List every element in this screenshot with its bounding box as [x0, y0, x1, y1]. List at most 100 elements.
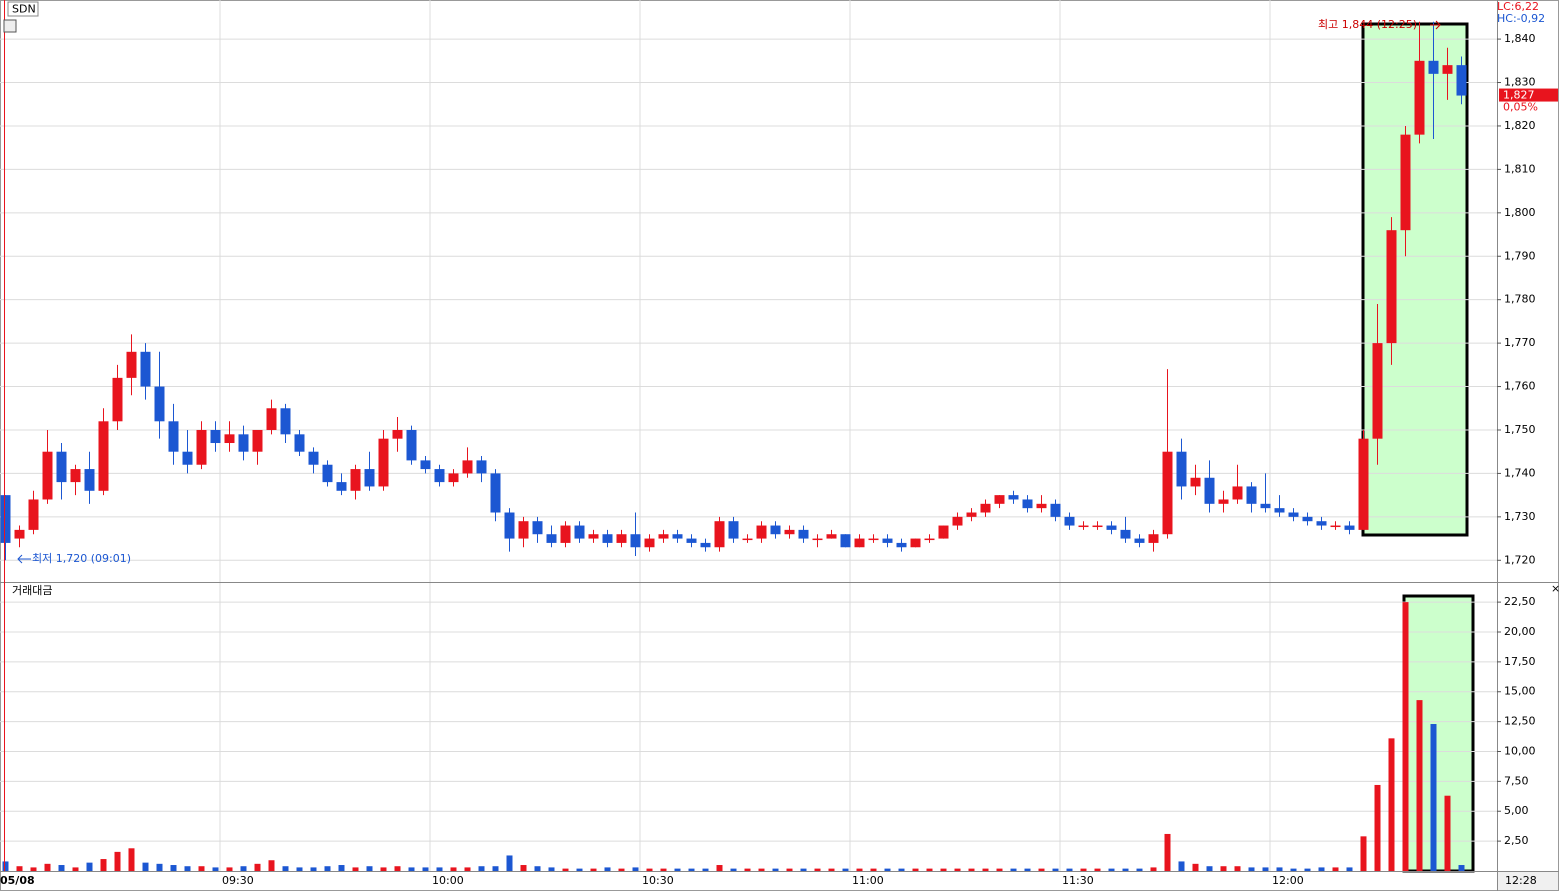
y-tick-label: 1,840	[1504, 32, 1536, 45]
candle-body	[532, 521, 543, 535]
volume-bar	[730, 868, 737, 871]
candle-body	[672, 534, 683, 539]
candle-body	[1316, 521, 1327, 526]
candle-body	[56, 451, 67, 483]
volume-bar	[184, 866, 191, 871]
volume-bar	[86, 862, 93, 871]
volume-bar	[1080, 868, 1087, 871]
symbol-box[interactable]	[7, 1, 39, 17]
candle-body	[434, 469, 445, 483]
volume-bar	[1332, 867, 1339, 871]
volume-bar	[982, 868, 989, 871]
volume-bar	[912, 868, 919, 871]
candle-body	[448, 473, 459, 483]
volume-bar	[1388, 738, 1395, 871]
volume-bar	[142, 862, 149, 871]
change-label: 0,05%	[1503, 101, 1538, 114]
volume-bar	[1220, 866, 1227, 871]
candle-body	[1190, 477, 1201, 487]
volume-bar	[1416, 700, 1423, 871]
volume-bar	[898, 868, 905, 871]
candle-body	[196, 429, 207, 465]
candle-body	[1148, 534, 1159, 543]
volume-bar	[1010, 868, 1017, 871]
candle-body	[1386, 230, 1397, 344]
candle-body	[42, 451, 53, 500]
candle-body	[1162, 451, 1173, 535]
low-annotation: 최저 1,720 (09:01)	[32, 552, 131, 565]
candle-body	[280, 408, 291, 435]
candle-body	[1414, 60, 1425, 135]
candle-body	[1358, 438, 1369, 530]
volume-bar	[1164, 833, 1171, 871]
candle-body	[70, 469, 81, 483]
volume-bar	[366, 866, 373, 871]
candle-body	[1134, 538, 1145, 543]
candle-body	[476, 460, 487, 474]
candle-body	[1106, 525, 1117, 530]
candle-body	[238, 434, 249, 452]
candle-body	[168, 421, 179, 452]
candle-body	[854, 538, 865, 548]
volume-bar	[996, 868, 1003, 871]
candle-body	[952, 516, 963, 526]
candle-body	[1274, 508, 1285, 513]
volume-bar	[296, 867, 303, 871]
volume-bar	[226, 867, 233, 871]
grid-icon[interactable]	[3, 19, 17, 33]
candle-body	[98, 421, 109, 491]
lc-label: LC:6,22	[1497, 0, 1539, 13]
volume-bar	[450, 867, 457, 871]
pane-title: 거래대금	[12, 584, 52, 597]
volume-bar	[44, 863, 51, 871]
candle-body	[742, 538, 753, 541]
last-price-box	[1499, 88, 1558, 102]
volume-bar	[408, 867, 415, 871]
y-tick-label: 5,00	[1504, 804, 1529, 817]
volume-bar	[100, 859, 107, 871]
candle-body	[252, 429, 263, 452]
y-tick-label: 7,50	[1504, 774, 1529, 787]
candle-body	[154, 386, 165, 422]
volume-bar	[590, 868, 597, 871]
candle-body	[308, 451, 319, 465]
volume-bar	[1290, 868, 1297, 871]
candle-body	[112, 377, 123, 422]
candle-body	[14, 529, 25, 539]
volume-bar	[1276, 867, 1283, 871]
y-tick-label: 1,720	[1504, 553, 1536, 566]
candle-body	[1232, 486, 1243, 500]
volume-bar	[1262, 867, 1269, 871]
candle-body	[686, 538, 697, 543]
candle-body	[798, 529, 809, 539]
y-tick-label: 1,740	[1504, 466, 1536, 479]
candle-body	[1120, 529, 1131, 539]
time-box	[1498, 872, 1558, 890]
grid	[0, 0, 1497, 871]
x-tick-label: 05/08	[0, 874, 35, 887]
candle-body	[1330, 525, 1341, 528]
candle-body	[546, 534, 557, 543]
volume-bar	[1024, 868, 1031, 871]
volume-bar	[1122, 868, 1129, 871]
volume-bar	[926, 868, 933, 871]
candle-body	[350, 469, 361, 491]
volume-bar	[1458, 865, 1465, 871]
volume-bar	[1038, 868, 1045, 871]
volume-bar	[114, 851, 121, 871]
close-icon[interactable]: ×	[1551, 582, 1559, 595]
y-tick-label: 1,750	[1504, 423, 1536, 436]
candle-body	[602, 534, 613, 543]
volume-bar	[1248, 867, 1255, 871]
volume-bar	[534, 866, 541, 871]
candle-body	[294, 434, 305, 452]
candle-body	[406, 429, 417, 461]
candle-body	[616, 534, 627, 543]
volume-bar	[1094, 868, 1101, 871]
candle-body	[210, 429, 221, 444]
y-tick-label: 17,50	[1504, 655, 1536, 668]
candle-body	[868, 538, 879, 541]
x-tick-label: 09:30	[222, 874, 254, 887]
candle-body	[1260, 503, 1271, 509]
